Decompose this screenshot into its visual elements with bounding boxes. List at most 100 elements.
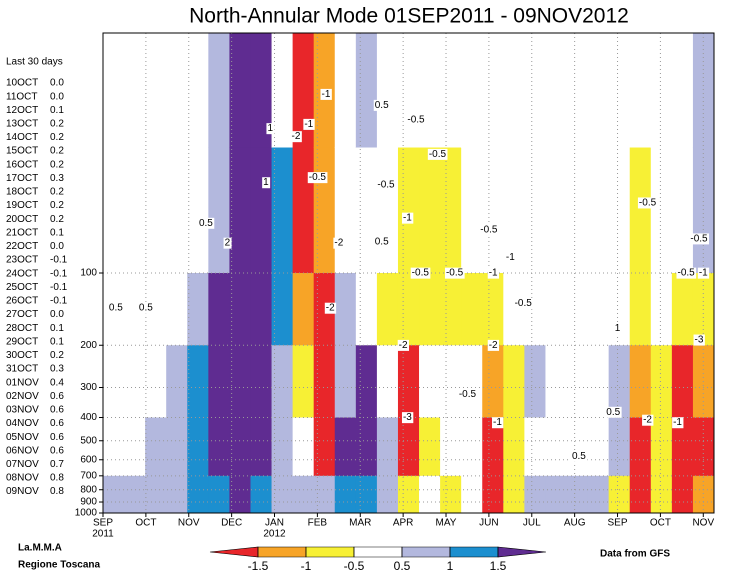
cell [355, 417, 378, 477]
cell [692, 147, 715, 274]
contour-label: -0.5 [309, 172, 327, 183]
last30-date: 18OCT [6, 187, 38, 198]
cell [166, 417, 188, 477]
cell [692, 475, 715, 514]
cell [461, 475, 483, 514]
cell [524, 273, 546, 346]
cell [355, 273, 378, 346]
contour-label: 0.5 [572, 451, 586, 462]
colorbar-label: -0.5 [344, 559, 365, 573]
contour-label-bg [266, 123, 275, 135]
last30-date: 03NOV [6, 405, 39, 416]
contour-label: -0.5 [412, 268, 430, 279]
cell [545, 475, 568, 514]
cell [545, 417, 568, 477]
last30-date: 16OCT [6, 159, 38, 170]
last30-value: 0.8 [50, 486, 64, 497]
last30-value: 0.2 [50, 187, 64, 198]
cell [229, 345, 251, 418]
last30-date: 28OCT [6, 323, 38, 334]
last30-date: 29OCT [6, 336, 38, 347]
x-tick-label: FEB [308, 518, 328, 529]
last30-value: 0.0 [50, 241, 64, 252]
credit: Regione Toscana [18, 560, 100, 571]
cell [103, 417, 125, 477]
last30-value: 0.2 [50, 200, 64, 211]
cell [124, 273, 146, 346]
last30-value: -0.1 [50, 282, 68, 293]
cell [124, 147, 146, 274]
cell [145, 33, 167, 149]
cell [545, 147, 568, 274]
cell [376, 147, 399, 274]
colorbar-segment [449, 546, 499, 558]
cell [166, 475, 188, 514]
contour-label-bg [444, 267, 465, 279]
contour-label-bg [333, 237, 345, 249]
cell [524, 345, 546, 418]
contour-label: 0.5 [606, 407, 620, 418]
contour-label-bg [223, 237, 232, 249]
contour-label-bg [504, 251, 517, 263]
last30-value: 0.8 [50, 473, 64, 484]
contour-label-bg [642, 414, 654, 426]
contour-label: -0.5 [480, 224, 498, 235]
contour-label: -2 [291, 131, 300, 142]
last30-date: 26OCT [6, 296, 38, 307]
cell [608, 33, 631, 149]
cell [292, 417, 315, 477]
cell [566, 273, 589, 346]
cell [229, 417, 251, 477]
contour-label: -1 [489, 268, 498, 279]
contour-label: -1 [506, 252, 515, 263]
cell [692, 33, 715, 149]
last30-date: 30OCT [6, 350, 38, 361]
cell [419, 147, 441, 274]
cell [376, 273, 399, 346]
cell [671, 273, 694, 346]
cell [608, 417, 631, 477]
cell [440, 33, 462, 149]
last30-date: 08NOV [6, 473, 39, 484]
cell [250, 345, 273, 418]
y-tick-label: 400 [80, 412, 97, 423]
cell [271, 345, 294, 418]
contour-label: -0.5 [678, 268, 696, 279]
cell [482, 417, 504, 477]
contour-label-bg [513, 298, 534, 310]
colorbar-segment [353, 546, 403, 558]
cell [629, 417, 652, 477]
cell [545, 345, 568, 418]
contour-label-bg [457, 388, 478, 400]
contour-label: -0.5 [459, 389, 477, 400]
cell [419, 475, 441, 514]
contour-label: -2 [643, 415, 652, 426]
cell [355, 33, 378, 149]
cell [440, 273, 462, 346]
cell [397, 417, 420, 477]
cell [397, 345, 420, 418]
y-tick-label: 1000 [75, 508, 98, 519]
contour-label-bg [487, 339, 500, 351]
contour-label: 0.5 [375, 100, 389, 111]
contour-label: 0.5 [375, 236, 389, 247]
cell [250, 417, 273, 477]
last30-date: 27OCT [6, 309, 38, 320]
contour-label: -0.5 [515, 298, 533, 309]
contour-label: 1 [263, 177, 269, 188]
y-tick-label: 700 [80, 470, 97, 481]
cell [524, 33, 546, 149]
y-tick-label: 100 [80, 268, 97, 279]
cell [334, 147, 357, 274]
cell [650, 273, 673, 346]
cell [187, 417, 209, 477]
cell [334, 417, 357, 477]
cell [292, 345, 315, 418]
contour-label: -2 [399, 340, 408, 351]
last30-date: 17OCT [6, 173, 38, 184]
cell [587, 33, 610, 149]
cell [292, 273, 315, 346]
last30-value: 0.1 [50, 336, 64, 347]
cell [292, 147, 315, 274]
last30-value: 0.3 [50, 364, 64, 375]
